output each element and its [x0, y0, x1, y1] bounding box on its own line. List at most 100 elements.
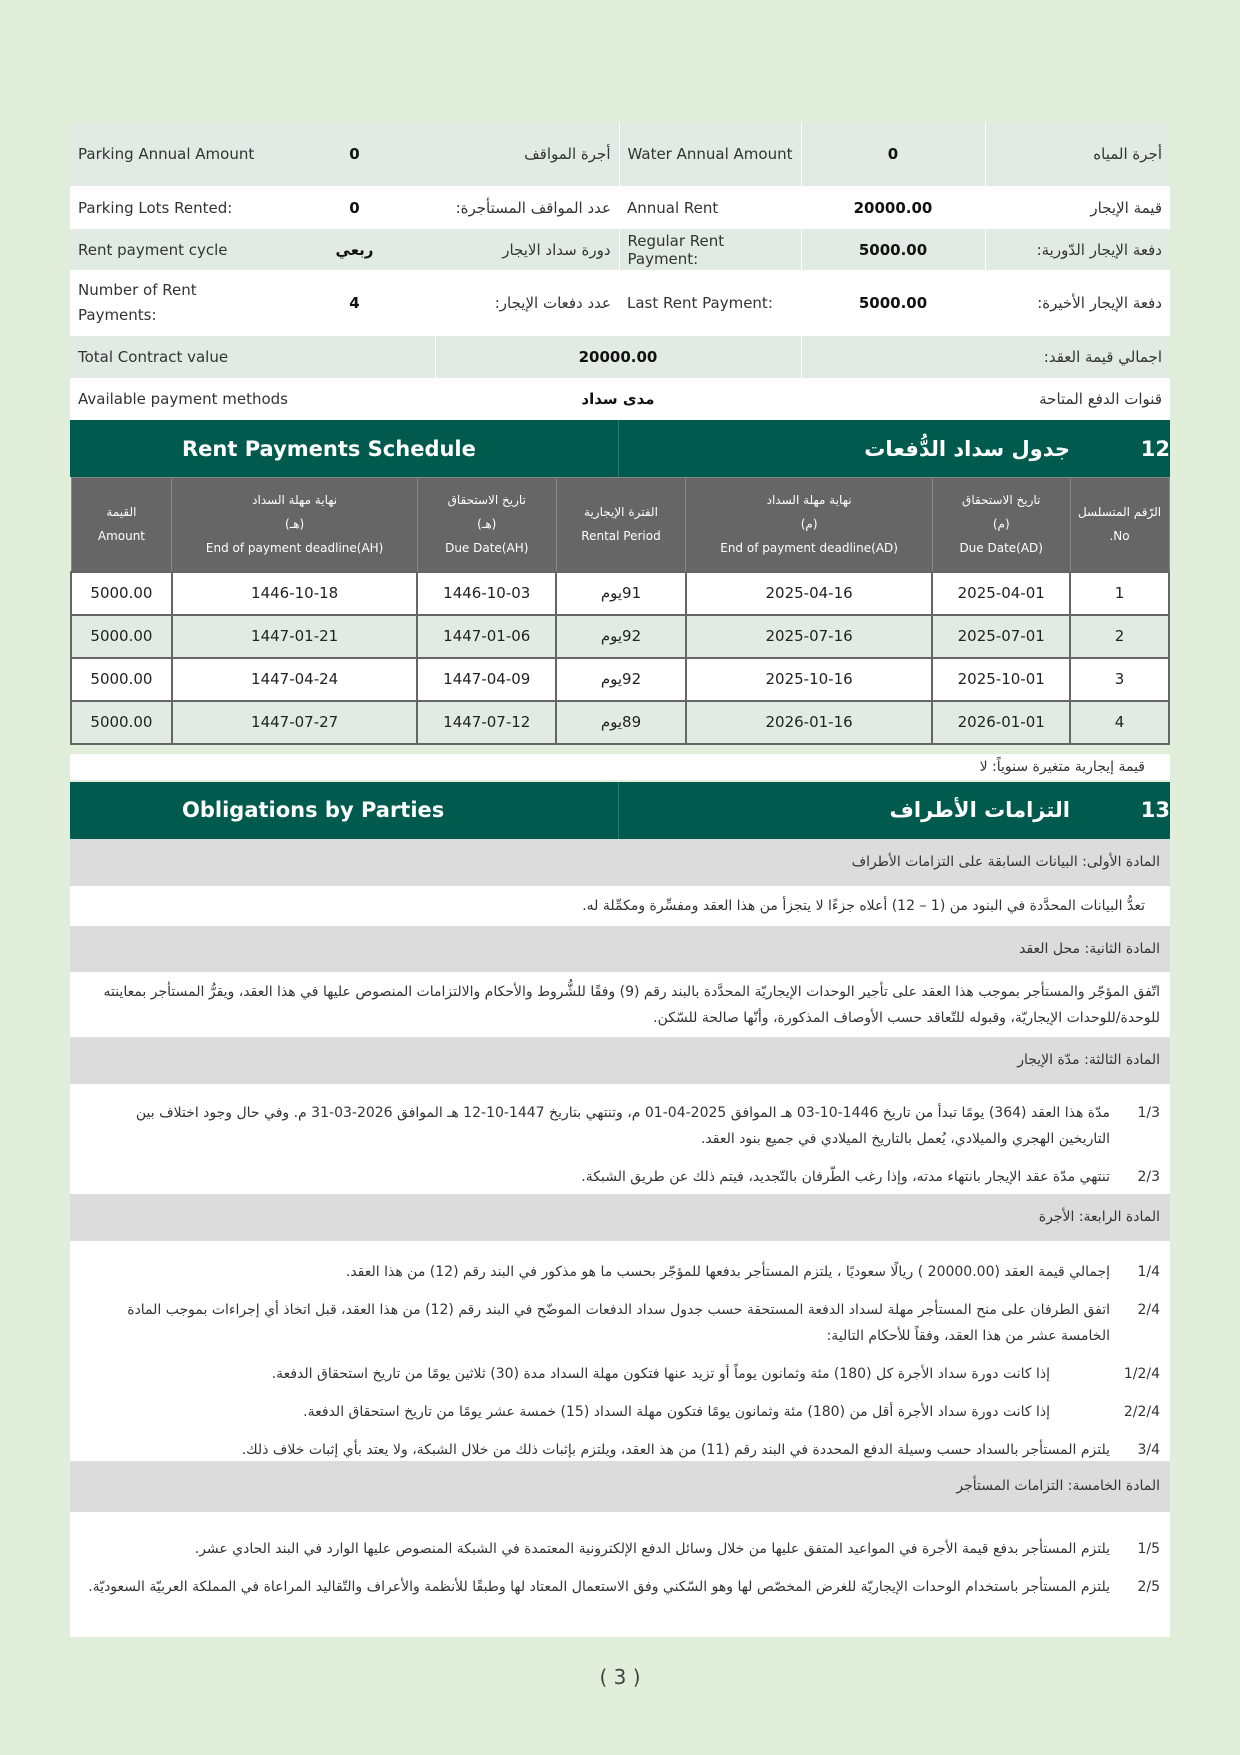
- clause-text: إذا كانت دورة سداد الأجرة أقل من (180) م…: [303, 1403, 1050, 1420]
- article-5-items: 1/5 يلتزم المستأجر بدفع قيمة الأجرة في ال…: [70, 1511, 1170, 1637]
- annual-rent-label-en: Annual Rent: [619, 186, 801, 229]
- schedule-column-header: نهاية مهلة السداد (م) End of payment deadl…: [685, 477, 933, 572]
- total-label-en: Total Contract value: [70, 336, 435, 378]
- clause-item: 2/4 اتفق الطرفان على منح المستأجر مهلة لس…: [90, 1291, 1160, 1355]
- last-payment-label-en: Last Rent Payment:: [619, 270, 801, 336]
- header-line: (هـ): [477, 517, 497, 532]
- info-row: Number of Rent Payments: 4 عدد دفعات الإ…: [70, 270, 1170, 336]
- schedule-cell: 91يوم: [555, 570, 687, 616]
- parking-annual-value: 0: [274, 122, 435, 186]
- schedule-cell: 1447-04-09: [416, 656, 558, 702]
- water-annual-label-en: Water Annual Amount: [618, 122, 801, 186]
- clause-item: 1/3 مدّة هذا العقد (364) يومًا تبدأ من تا…: [90, 1094, 1160, 1158]
- article-1-title: المادة الأولى: البيانات السابقة على التز…: [70, 838, 1170, 886]
- clause-item: 2/3 تنتهي مدّة عقد الإيجار بانتهاء مدته، …: [90, 1158, 1160, 1196]
- total-value: 20000.00: [434, 336, 801, 378]
- clause-item: 2/5 يلتزم المستأجر باستخدام الوحدات الإيج…: [80, 1568, 1160, 1606]
- info-row: Total Contract value 20000.00 اجمالي قيم…: [70, 336, 1170, 378]
- clause-number: 3/4: [1137, 1441, 1160, 1458]
- section-header-13: Obligations by Parties 13 التزامات الأطرا…: [70, 781, 1170, 839]
- clause-number: 1/5: [1137, 1540, 1160, 1557]
- parking-lots-label-ar: عدد المواقف المستأجرة:: [435, 186, 619, 229]
- schedule-cell: 1447-01-06: [416, 613, 558, 659]
- schedule-cell: 2: [1069, 613, 1170, 659]
- header-line: نهاية مهلة السداد: [252, 493, 338, 508]
- payments-count-label-ar: عدد دفعات الإيجار:: [435, 270, 619, 336]
- parking-lots-value: 0: [274, 186, 435, 229]
- clause-text: تنتهي مدّة عقد الإيجار بانتهاء مدته، وإذ…: [581, 1168, 1110, 1185]
- clause-number: 2/4: [1137, 1301, 1160, 1318]
- schedule-column-header: تاريخ الاستحقاق (هـ) Due Date(AH): [416, 477, 557, 572]
- schedule-cell: 5000.00: [70, 656, 173, 702]
- clause-number: 2/2/4: [1123, 1403, 1160, 1420]
- clause-item: 1/2/4 إذا كانت دورة سداد الأجرة كل (180) …: [90, 1355, 1160, 1393]
- clause-item: 1/4 إجمالي قيمة العقد (20000.00 ) ريالًا …: [90, 1253, 1160, 1291]
- article-2-text: اتّفق المؤجّر والمستأجر بموجب هذا العقد …: [70, 971, 1170, 1037]
- article-3-items: 1/3 مدّة هذا العقد (364) يومًا تبدأ من تا…: [70, 1083, 1170, 1196]
- section-title-ar: التزامات الأطراف: [889, 798, 1071, 822]
- clause-text: مدّة هذا العقد (364) يومًا تبدأ من تاريخ…: [135, 1104, 1110, 1147]
- section-header-12: Rent Payments Schedule 12 جدول سداد الدُّ…: [70, 420, 1170, 477]
- water-annual-value: 0: [800, 122, 985, 186]
- schedule-cell: 1447-07-12: [416, 699, 558, 745]
- header-line: (م): [992, 517, 1010, 532]
- clause-number: 2/5: [1137, 1578, 1160, 1595]
- methods-label-en: Available payment methods: [70, 378, 435, 420]
- section-title-en: Rent Payments Schedule: [70, 420, 619, 477]
- variable-rent-note: قيمة إيجارية متغيرة سنوياً: لا: [70, 753, 1170, 780]
- header-line: .No: [1109, 529, 1130, 544]
- header-line: Amount: [97, 529, 146, 544]
- annual-rent-value: 20000.00: [801, 186, 985, 229]
- parking-lots-label-en: Parking Lots Rented:: [70, 186, 274, 229]
- schedule-row: 5000.00 1447-07-27 1447-07-12 89يوم 2026-01-…: [70, 699, 1170, 745]
- info-row: Parking Annual Amount 0 أجرة المواقف Wat…: [70, 122, 1170, 186]
- header-line: تاريخ الاستحقاق: [447, 493, 526, 508]
- schedule-column-header: تاريخ الاستحقاق (م) Due Date(AD): [931, 477, 1071, 572]
- header-line: (م): [800, 517, 818, 532]
- schedule-cell: 1447-04-24: [170, 656, 419, 702]
- schedule-cell: 92يوم: [555, 656, 687, 702]
- page-number: ( 3 ): [599, 1665, 641, 1689]
- clause-text: يلتزم المستأجر باستخدام الوحدات الإيجاري…: [88, 1578, 1110, 1595]
- article-4-title: المادة الرابعة: الأجرة: [70, 1193, 1170, 1241]
- payment-cycle-value: ربعي: [274, 229, 435, 270]
- schedule-cell: 2025-04-01: [931, 570, 1072, 616]
- schedule-cell: 2025-10-01: [931, 656, 1072, 702]
- water-annual-label-ar: أجرة المياه: [984, 122, 1170, 186]
- article-5-title: المادة الخامسة: التزامات المستأجر: [70, 1460, 1170, 1512]
- schedule-cell: 2025-10-16: [684, 656, 934, 702]
- parking-annual-label-ar: أجرة المواقف: [435, 122, 619, 186]
- methods-value: مدى سداد: [435, 378, 801, 420]
- schedule-cell: 1447-01-21: [170, 613, 419, 659]
- article-1-text: تعدُّ البيانات المحدَّدة في البنود من (1…: [70, 885, 1170, 926]
- header-line: نهاية مهلة السداد: [766, 493, 852, 508]
- clause-text: يلتزم المستأجر بدفع قيمة الأجرة في الموا…: [194, 1540, 1110, 1557]
- schedule-column-header: القيمة Amount: [70, 477, 173, 572]
- schedule-row: 5000.00 1446-10-18 1446-10-03 91يوم 2025-04-…: [70, 570, 1170, 616]
- header-line: Due Date(AH): [445, 541, 529, 556]
- clause-item: 3/4 يلتزم المستأجر بالسداد حسب وسيلة الدف…: [90, 1431, 1160, 1469]
- regular-payment-label-ar: دفعة الإيجار الدّورية:: [984, 229, 1170, 270]
- regular-payment-label-en: Regular Rent Payment:: [618, 229, 801, 270]
- header-line: تاريخ الاستحقاق: [962, 493, 1041, 508]
- section-title-en: Obligations by Parties: [70, 781, 619, 839]
- schedule-cell: 5000.00: [70, 570, 173, 616]
- article-4-items: 1/4 إجمالي قيمة العقد (20000.00 ) ريالًا …: [70, 1240, 1170, 1461]
- payments-schedule-table: القيمة Amount نهاية مهلة السداد (هـ) End of …: [70, 477, 1170, 745]
- contract-page: Parking Annual Amount 0 أجرة المواقف Wat…: [70, 122, 1170, 1637]
- annual-rent-label-ar: قيمة الإيجار: [985, 186, 1170, 229]
- header-line: Rental Period: [581, 529, 661, 544]
- schedule-cell: 89يوم: [555, 699, 687, 745]
- last-payment-label-ar: دفعة الإيجار الأخيرة:: [985, 270, 1170, 336]
- clause-number: 1/4: [1137, 1263, 1160, 1280]
- schedule-cell: 1447-07-27: [170, 699, 419, 745]
- header-line: الرّقم المتسلسل: [1077, 505, 1162, 520]
- schedule-cell: 2026-01-16: [684, 699, 934, 745]
- section-title-ar: جدول سداد الدُّفعات: [864, 436, 1070, 461]
- schedule-column-header: نهاية مهلة السداد (هـ) End of payment dead…: [171, 477, 418, 572]
- regular-payment-value: 5000.00: [800, 229, 985, 270]
- section-number: 12: [1140, 436, 1170, 461]
- header-line: (هـ): [285, 517, 305, 532]
- header-line: End of payment deadline(AD): [720, 541, 898, 556]
- clause-text: إذا كانت دورة سداد الأجرة كل (180) مئة و…: [271, 1365, 1050, 1382]
